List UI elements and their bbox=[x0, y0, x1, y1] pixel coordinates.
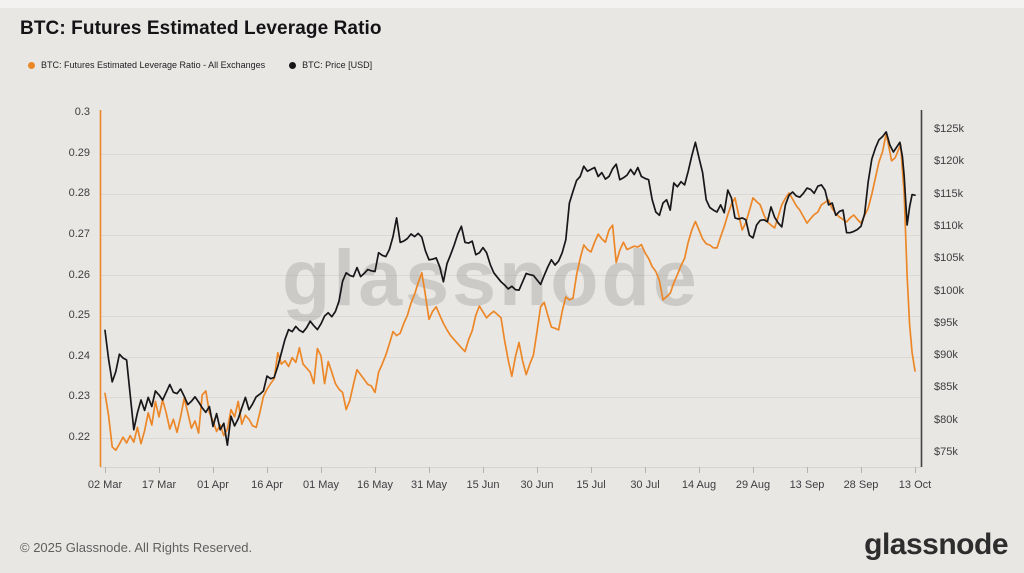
y-tick-label-left: 0.26 bbox=[68, 268, 90, 281]
x-tick-label: 31 May bbox=[410, 479, 448, 491]
y-tick-label-right: $75k bbox=[934, 446, 958, 458]
x-tick-label: 13 Oct bbox=[898, 479, 932, 491]
legend-dot-icon bbox=[289, 61, 297, 69]
x-tick-label: 15 Jun bbox=[466, 479, 500, 491]
y-tick-label-left: 0.27 bbox=[68, 227, 90, 240]
chart-plot-area[interactable] bbox=[100, 110, 922, 467]
x-tick-label: 15 Jul bbox=[576, 479, 606, 491]
legend-label: BTC: Futures Estimated Leverage Ratio - … bbox=[41, 60, 266, 70]
series-line-price bbox=[104, 131, 916, 447]
y-tick-label-right: $95k bbox=[934, 316, 958, 329]
y-tick-label-right: $105k bbox=[934, 252, 964, 265]
legend: BTC: Futures Estimated Leverage Ratio - … bbox=[28, 60, 372, 70]
x-tick-label: 02 Mar bbox=[87, 479, 123, 491]
legend-item-leverage-ratio[interactable]: BTC: Futures Estimated Leverage Ratio - … bbox=[28, 60, 265, 70]
legend-item-price[interactable]: BTC: Price [USD] bbox=[289, 60, 372, 70]
y-tick-label-right: $85k bbox=[934, 381, 958, 394]
y-tick-label-right: $115k bbox=[934, 187, 964, 200]
window-top-strip bbox=[0, 0, 1024, 8]
y-tick-label-left: 0.22 bbox=[68, 431, 90, 443]
y-tick-label-left: 0.23 bbox=[68, 390, 90, 403]
y-tick-label-left: 0.25 bbox=[68, 309, 90, 322]
x-tick-label: 14 Aug bbox=[681, 479, 717, 491]
x-tick-label: 16 Apr bbox=[251, 479, 283, 491]
legend-label: BTC: Price [USD] bbox=[302, 60, 373, 70]
legend-dot-icon bbox=[28, 61, 35, 69]
x-tick-label: 28 Sep bbox=[843, 479, 879, 491]
y-tick-label-right: $80k bbox=[934, 413, 958, 426]
x-tick-label: 30 Jun bbox=[520, 479, 554, 491]
copyright-text: © 2025 Glassnode. All Rights Reserved. bbox=[20, 540, 253, 555]
y-tick-label-right: $90k bbox=[934, 349, 958, 362]
y-tick-label-left: 0.29 bbox=[68, 146, 90, 159]
x-tick-label: 17 Mar bbox=[141, 479, 177, 491]
y-tick-label-right: $100k bbox=[934, 284, 964, 297]
x-tick-label: 30 Jul bbox=[630, 479, 660, 491]
glassnode-logo: glassnode bbox=[864, 528, 1008, 561]
y-tick-label-left: 0.3 bbox=[74, 106, 90, 118]
x-tick-label: 01 May bbox=[302, 479, 340, 491]
x-tick-label: 16 May bbox=[356, 479, 394, 491]
y-tick-label-right: $125k bbox=[934, 123, 964, 135]
x-tick-label: 13 Sep bbox=[789, 479, 825, 491]
glassnode-watermark: glassnode bbox=[282, 233, 700, 322]
y-tick-label-right: $120k bbox=[934, 155, 964, 168]
y-tick-label-left: 0.24 bbox=[68, 349, 90, 362]
y-tick-label-left: 0.28 bbox=[68, 187, 90, 200]
page-title: BTC: Futures Estimated Leverage Ratio bbox=[20, 18, 382, 39]
x-tick-label: 01 Apr bbox=[197, 479, 229, 491]
x-tick-label: 29 Aug bbox=[735, 479, 771, 491]
y-tick-label-right: $110k bbox=[934, 219, 964, 232]
